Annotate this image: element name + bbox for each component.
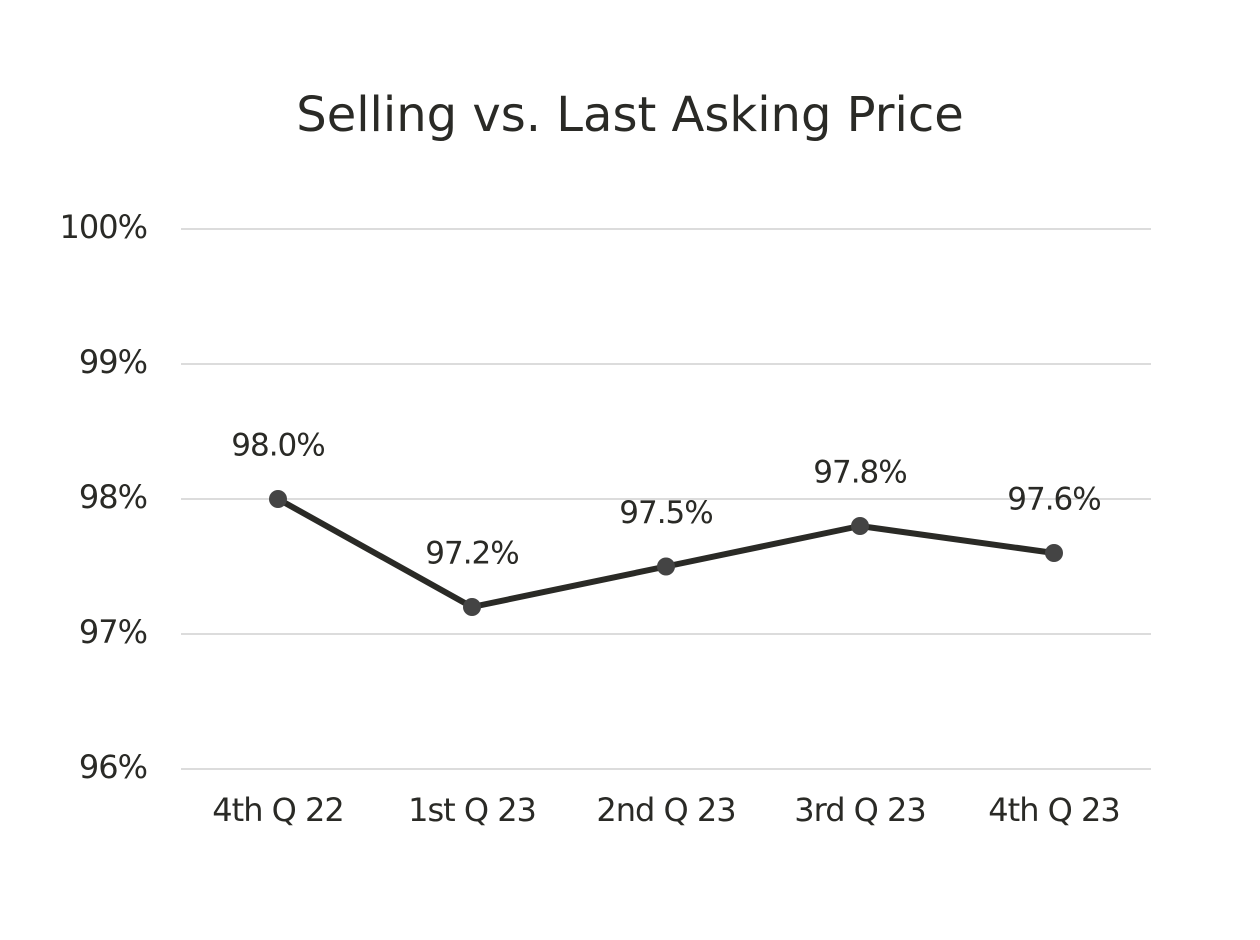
x-tick-label: 4th Q 23: [988, 791, 1119, 829]
x-tick-label: 4th Q 22: [212, 791, 343, 829]
x-tick-label: 2nd Q 23: [596, 791, 735, 829]
value-label: 98.0%: [231, 428, 324, 464]
value-label: 97.6%: [1007, 482, 1100, 518]
chart-title: Selling vs. Last Asking Price: [296, 87, 964, 143]
point: [1045, 544, 1063, 562]
y-tick-label: 99%: [79, 343, 147, 381]
point: [269, 490, 287, 508]
point: [657, 557, 675, 576]
x-tick-label: 1st Q 23: [408, 791, 536, 829]
y-tick-label: 97%: [79, 613, 147, 651]
point: [463, 598, 481, 616]
x-tick-label: 3rd Q 23: [794, 791, 926, 829]
point: [851, 517, 869, 535]
value-label: 97.5%: [619, 495, 712, 531]
y-tick-label: 98%: [79, 478, 147, 516]
y-tick-label: 96%: [79, 748, 147, 786]
value-label: 97.2%: [425, 536, 518, 572]
y-tick-label: 100%: [60, 208, 147, 246]
value-label: 97.8%: [813, 455, 906, 491]
